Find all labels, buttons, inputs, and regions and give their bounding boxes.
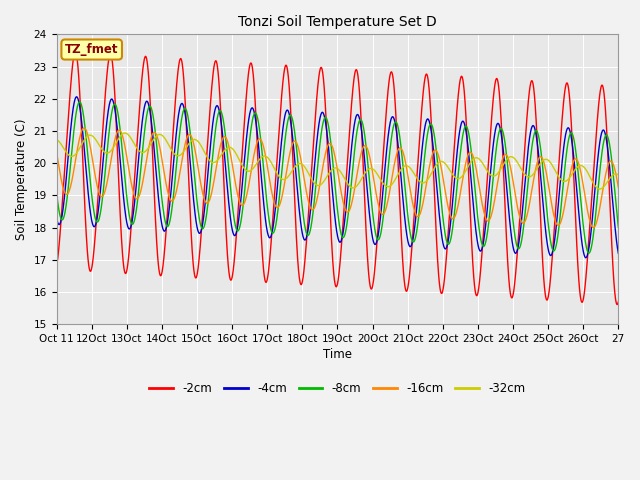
-2cm xyxy=(614,299,622,304)
-2cm xyxy=(507,293,515,299)
-8cm xyxy=(230,216,238,222)
-16cm xyxy=(80,125,88,131)
-32cm xyxy=(539,158,547,164)
-2cm xyxy=(607,215,614,220)
-32cm xyxy=(372,168,380,174)
-32cm xyxy=(607,174,614,180)
-8cm xyxy=(52,189,60,195)
-32cm xyxy=(121,130,129,136)
X-axis label: Time: Time xyxy=(323,348,352,361)
-2cm xyxy=(372,259,380,265)
Line: -32cm: -32cm xyxy=(56,133,618,189)
-8cm xyxy=(507,196,515,202)
-8cm xyxy=(539,162,547,168)
-16cm xyxy=(607,158,614,164)
-4cm xyxy=(73,94,81,100)
-4cm xyxy=(372,241,380,247)
-16cm xyxy=(539,156,547,161)
-4cm xyxy=(507,228,515,234)
-8cm xyxy=(109,105,116,110)
Title: Tonzi Soil Temperature Set D: Tonzi Soil Temperature Set D xyxy=(238,15,437,29)
-16cm xyxy=(52,149,60,155)
-32cm xyxy=(614,172,622,178)
Line: -2cm: -2cm xyxy=(56,52,618,304)
-8cm xyxy=(614,225,622,230)
-32cm xyxy=(109,146,116,152)
-4cm xyxy=(52,215,60,221)
-16cm xyxy=(589,225,597,230)
Text: TZ_fmet: TZ_fmet xyxy=(65,43,118,56)
-32cm xyxy=(230,148,238,154)
-2cm xyxy=(109,64,116,70)
-4cm xyxy=(607,177,614,183)
Line: -16cm: -16cm xyxy=(56,128,618,228)
-8cm xyxy=(607,150,614,156)
Y-axis label: Soil Temperature (C): Soil Temperature (C) xyxy=(15,119,28,240)
-16cm xyxy=(109,146,116,152)
-4cm xyxy=(109,97,116,103)
-8cm xyxy=(372,229,380,235)
-16cm xyxy=(372,186,380,192)
-4cm xyxy=(582,255,589,261)
-8cm xyxy=(585,250,593,256)
-2cm xyxy=(539,256,547,262)
-4cm xyxy=(539,195,547,201)
-16cm xyxy=(230,173,238,179)
-16cm xyxy=(614,185,622,191)
-4cm xyxy=(614,251,622,256)
-8cm xyxy=(76,99,84,105)
-32cm xyxy=(596,186,604,192)
Line: -4cm: -4cm xyxy=(56,97,618,258)
-16cm xyxy=(507,166,515,171)
-4cm xyxy=(230,232,238,238)
-2cm xyxy=(230,259,238,265)
-32cm xyxy=(507,154,515,159)
-2cm xyxy=(72,49,79,55)
Line: -8cm: -8cm xyxy=(56,102,618,253)
-2cm xyxy=(613,301,621,307)
Legend: -2cm, -4cm, -8cm, -16cm, -32cm: -2cm, -4cm, -8cm, -16cm, -32cm xyxy=(145,377,530,399)
-32cm xyxy=(52,137,60,143)
-2cm xyxy=(52,264,60,269)
